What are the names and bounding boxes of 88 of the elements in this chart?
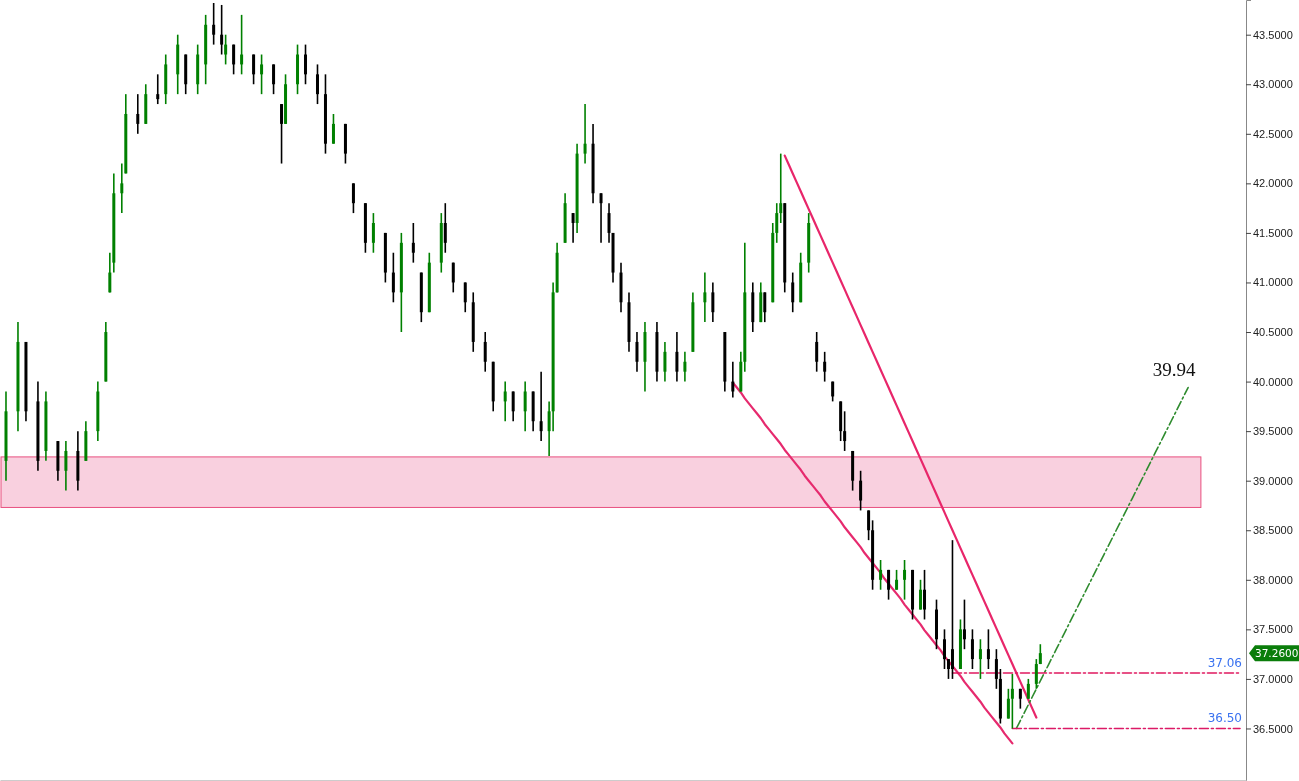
candlestick	[950, 539, 954, 680]
candlestick	[463, 281, 467, 313]
candlestick	[483, 331, 487, 373]
candlestick	[232, 43, 236, 76]
candlestick	[391, 251, 395, 304]
y-tick-label: 42.5000	[1253, 127, 1293, 140]
candlestick	[763, 291, 767, 323]
y-tick-label: 43.0000	[1253, 78, 1293, 91]
candlestick	[323, 73, 327, 155]
candlestick	[935, 598, 938, 650]
candlestick	[970, 628, 974, 670]
y-tick-label: 38.5000	[1253, 524, 1293, 537]
candlestick	[260, 53, 264, 95]
candlestick	[583, 103, 587, 165]
candlestick	[315, 63, 319, 105]
candlestick	[711, 281, 715, 323]
candlestick	[923, 569, 927, 621]
y-tick-label: 37.5000	[1253, 623, 1293, 636]
y-tick-label: 40.0000	[1253, 375, 1293, 388]
candlestick	[962, 598, 966, 650]
candlestick	[815, 331, 819, 373]
candlestick	[859, 469, 863, 512]
candlestick	[511, 390, 515, 423]
candlestick	[867, 509, 871, 541]
candlestick	[903, 559, 907, 601]
series-label: 39.94	[1152, 358, 1196, 380]
candlestick	[523, 380, 527, 432]
candlestick	[675, 331, 679, 383]
candlestick	[731, 360, 735, 399]
candlestick	[331, 113, 335, 145]
candlestick	[887, 569, 891, 601]
line-series	[783, 154, 1038, 719]
candlestick	[1034, 658, 1038, 690]
y-tick-label: 39.5000	[1253, 425, 1293, 438]
candlestick	[351, 182, 355, 214]
candlestick	[443, 202, 447, 254]
candlestick	[843, 410, 847, 452]
candlestick	[683, 351, 687, 383]
candlestick	[503, 380, 507, 423]
candlestick	[994, 648, 998, 690]
candlestick	[64, 440, 68, 492]
series-label: 36.50	[1207, 711, 1243, 726]
candlestick	[942, 628, 946, 670]
y-tick-label: 38.0000	[1253, 573, 1293, 586]
y-tick-label: 42.0000	[1253, 177, 1293, 190]
candlestick	[879, 559, 883, 591]
y-tick-label: 40.5000	[1253, 326, 1293, 339]
candlestick	[224, 33, 228, 66]
candlestick	[571, 212, 575, 244]
candlestick	[280, 103, 284, 165]
candlestick	[775, 202, 779, 244]
candlestick	[895, 569, 899, 591]
candlestick	[703, 271, 707, 323]
candlestick	[823, 351, 827, 383]
candlestick	[136, 93, 140, 135]
candlestick	[451, 261, 455, 294]
candlestick	[663, 341, 667, 383]
candlestick	[212, 2, 216, 46]
y-tick-label: 37.0000	[1253, 672, 1293, 685]
candlestick	[607, 202, 611, 244]
line-series	[1015, 386, 1189, 730]
candlestick	[252, 53, 256, 86]
candlestick	[371, 212, 375, 254]
candlestick	[411, 222, 415, 264]
series-label: 37.06	[1207, 655, 1243, 670]
line-series	[731, 381, 1014, 745]
candlestick	[986, 628, 990, 670]
candlestick	[635, 331, 639, 373]
candlestick	[599, 192, 603, 244]
candlestick	[1026, 678, 1030, 700]
candlestick	[156, 73, 160, 105]
candlestick	[1006, 688, 1010, 720]
y-tick-label: 43.5000	[1253, 28, 1293, 41]
text: 37.2600	[1255, 647, 1299, 660]
candlestick	[304, 43, 308, 86]
candlestick	[978, 638, 982, 680]
candlestick	[539, 370, 543, 442]
y-tick-label: 41.5000	[1253, 226, 1293, 239]
candlestick	[1010, 673, 1014, 730]
candlestick	[919, 579, 923, 611]
candlestick	[296, 43, 300, 95]
candlestick	[791, 271, 795, 313]
y-tick-label: 39.0000	[1253, 474, 1293, 487]
candlestick	[272, 63, 276, 95]
y-tick-label: 36.5000	[1253, 722, 1293, 735]
candlestick	[220, 4, 224, 56]
y-tick-label: 41.0000	[1253, 276, 1293, 289]
candlestick	[240, 14, 244, 76]
